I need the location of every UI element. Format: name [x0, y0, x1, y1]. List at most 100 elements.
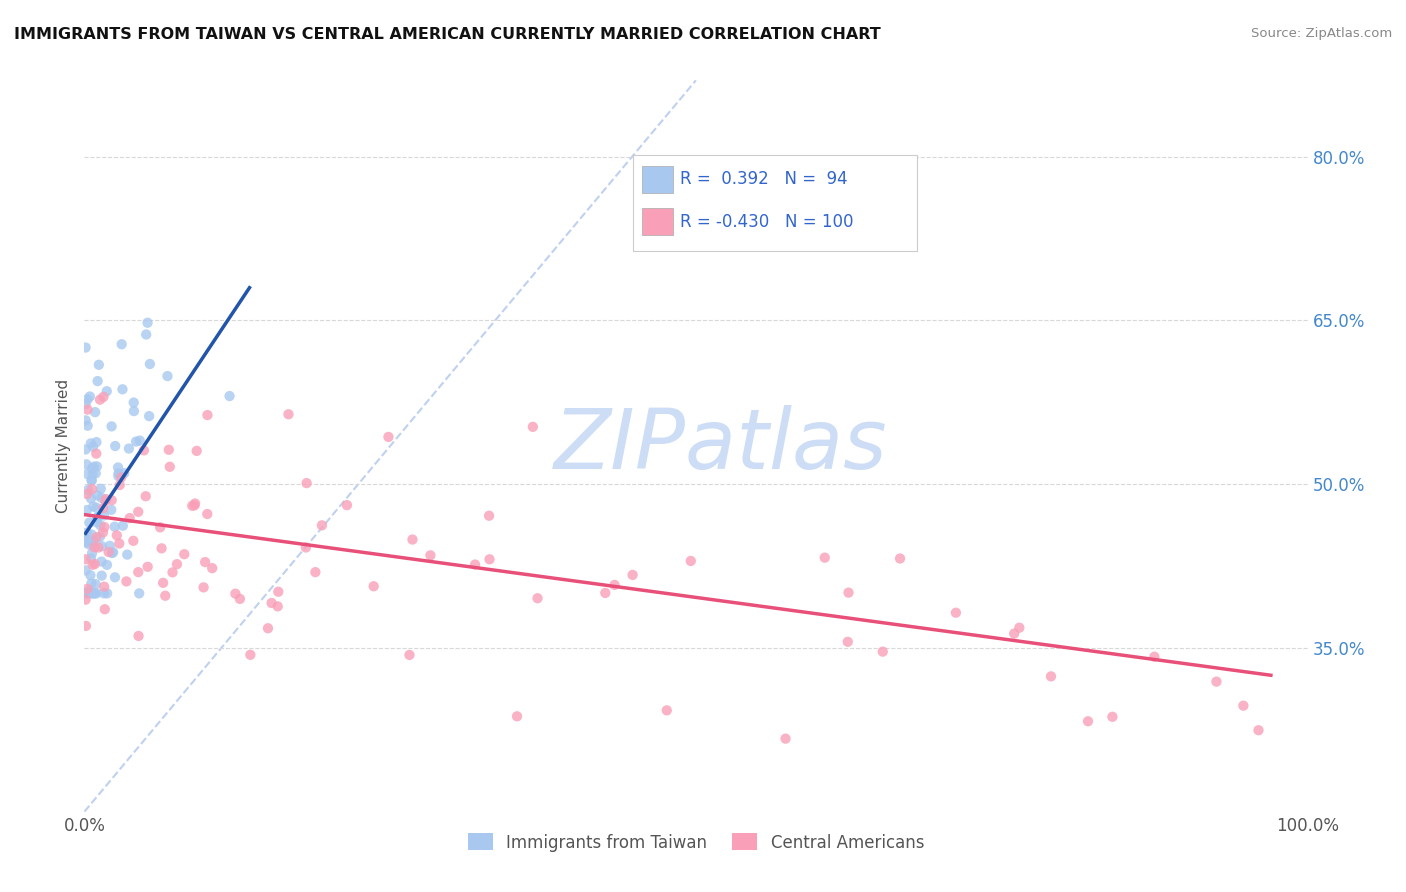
Point: [945, 606, 967, 620]
Point: [195, 507, 218, 521]
Point: [173, 547, 195, 561]
Point: [311, 518, 333, 533]
Point: [401, 533, 423, 547]
Point: [75, 533, 97, 547]
Point: [193, 580, 215, 594]
Point: [93, 520, 115, 534]
Point: [152, 575, 174, 590]
Point: [122, 395, 145, 409]
Point: [83, 541, 105, 555]
Point: [75, 552, 97, 566]
Point: [122, 533, 145, 548]
Point: [94, 602, 117, 616]
Point: [526, 591, 548, 606]
Point: [166, 557, 188, 571]
Point: [82, 467, 104, 482]
Point: [80, 527, 103, 541]
Point: [82, 586, 104, 600]
Point: [90, 555, 112, 569]
Point: [132, 443, 155, 458]
Point: [100, 493, 122, 508]
Point: [75, 534, 97, 549]
Point: [224, 587, 246, 601]
Point: [128, 629, 150, 643]
Point: [127, 505, 149, 519]
Point: [1205, 674, 1227, 689]
Point: [277, 407, 299, 421]
Point: [1040, 669, 1063, 683]
Point: [117, 548, 139, 562]
Point: [89, 530, 111, 544]
Point: [82, 558, 104, 572]
Point: [84, 577, 107, 591]
Point: [80, 551, 103, 566]
Point: [86, 435, 108, 450]
Point: [75, 458, 97, 472]
Point: [96, 558, 118, 572]
Point: [97, 545, 120, 559]
Point: [118, 442, 141, 456]
Point: [1002, 626, 1025, 640]
Point: [80, 586, 103, 600]
Point: [84, 467, 107, 481]
Point: [94, 494, 117, 508]
Point: [162, 566, 184, 580]
Point: [89, 392, 111, 407]
Point: [89, 518, 111, 533]
Point: [775, 731, 797, 746]
Point: [104, 570, 127, 584]
Point: [814, 550, 837, 565]
Point: [77, 537, 100, 551]
Point: [76, 392, 98, 407]
Point: [100, 503, 122, 517]
Point: [90, 539, 112, 553]
Point: [1101, 710, 1123, 724]
Point: [80, 461, 103, 475]
Point: [107, 460, 129, 475]
Point: [108, 478, 131, 492]
Point: [260, 596, 283, 610]
Point: [478, 508, 501, 523]
Point: [128, 586, 150, 600]
Point: [76, 487, 98, 501]
Point: [87, 358, 110, 372]
Point: [75, 592, 97, 607]
Point: [84, 447, 107, 461]
Text: IMMIGRANTS FROM TAIWAN VS CENTRAL AMERICAN CURRENTLY MARRIED CORRELATION CHART: IMMIGRANTS FROM TAIWAN VS CENTRAL AMERIC…: [14, 27, 880, 42]
Point: [872, 645, 894, 659]
Point: [75, 563, 97, 577]
Point: [593, 586, 616, 600]
Point: [197, 408, 219, 422]
Point: [111, 382, 134, 396]
Point: [118, 511, 141, 525]
Point: [91, 525, 114, 540]
Point: [82, 440, 104, 454]
Point: [128, 434, 150, 448]
Point: [80, 546, 103, 560]
Point: [76, 586, 98, 600]
Point: [75, 619, 97, 633]
Point: [183, 499, 205, 513]
Point: [82, 500, 104, 514]
Point: [80, 491, 103, 506]
Point: [76, 525, 98, 540]
Point: [79, 390, 101, 404]
Point: [135, 489, 157, 503]
Point: [101, 545, 124, 559]
Point: [363, 579, 385, 593]
Point: [105, 528, 128, 542]
Point: [108, 536, 131, 550]
Point: [295, 541, 318, 555]
Point: [837, 635, 859, 649]
Point: [603, 578, 626, 592]
Text: R = -0.430   N = 100: R = -0.430 N = 100: [681, 212, 853, 231]
Point: [464, 558, 486, 572]
Point: [93, 390, 115, 404]
Point: [80, 473, 103, 487]
Point: [100, 419, 122, 434]
Point: [83, 586, 105, 600]
Point: [83, 459, 105, 474]
Point: [80, 436, 103, 450]
Point: [889, 551, 911, 566]
Point: [1247, 723, 1270, 738]
